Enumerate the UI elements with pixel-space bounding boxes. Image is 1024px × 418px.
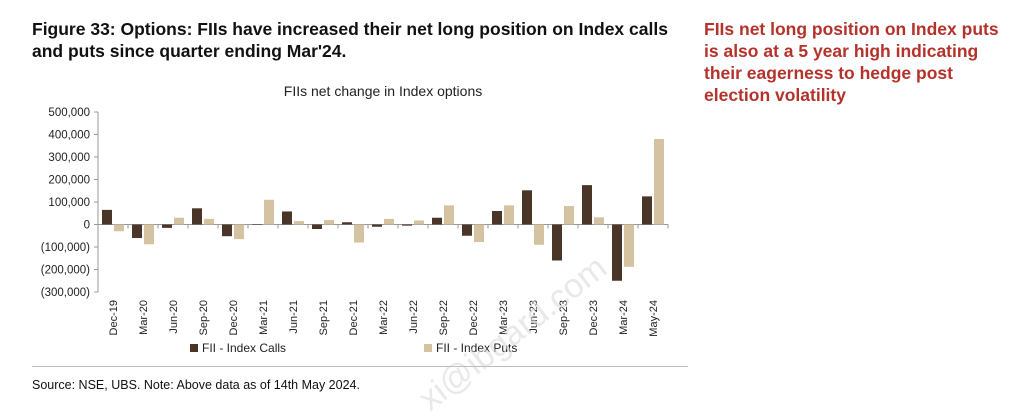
bar-index-calls	[642, 196, 652, 225]
x-tick-label: May-24	[648, 300, 660, 337]
chart-title: FIIs net change in Index options	[284, 83, 482, 99]
y-tick-label: (200,000)	[41, 265, 90, 277]
bars	[102, 139, 664, 281]
bar-index-calls	[162, 224, 172, 228]
x-tick-label: Mar-24	[618, 300, 630, 335]
legend-label-calls: FII - Index Calls	[202, 341, 286, 355]
figure-title: Figure 33: Options: FIIs have increased …	[32, 19, 668, 61]
bar-index-puts	[474, 224, 484, 243]
x-tick-label: Sep-20	[198, 300, 210, 335]
bar-index-calls	[552, 224, 562, 261]
x-tick-label: Sep-23	[558, 300, 570, 335]
bar-index-puts	[264, 199, 274, 225]
bar-index-calls	[492, 211, 502, 225]
bar-index-puts	[654, 139, 664, 225]
x-tick-label: Dec-21	[348, 300, 360, 335]
source-note: Source: NSE, UBS. Note: Above data as of…	[32, 378, 360, 392]
x-tick-label: Jun-21	[288, 300, 300, 334]
bar-index-puts	[294, 221, 304, 225]
x-tick-label: Dec-19	[108, 300, 120, 335]
bar-index-calls	[462, 224, 472, 236]
bar-index-calls	[522, 190, 532, 225]
bar-index-puts	[594, 217, 604, 225]
bar-index-calls	[432, 217, 442, 225]
y-tick-label: 500,000	[48, 107, 90, 119]
bar-index-calls	[102, 209, 112, 225]
bar-index-puts	[234, 224, 244, 240]
bar-index-puts	[564, 206, 574, 225]
source-divider	[32, 366, 688, 367]
bar-index-calls	[612, 224, 622, 281]
legend-label-puts: FII - Index Puts	[436, 341, 517, 355]
y-tick-label: (100,000)	[41, 242, 90, 254]
y-tick-label: (300,000)	[41, 287, 90, 299]
x-tick-label: Dec-22	[468, 300, 480, 335]
y-tick-label: 100,000	[48, 197, 90, 209]
x-tick-label: Mar-22	[378, 300, 390, 335]
bar-index-puts	[354, 224, 364, 243]
bar-index-calls	[372, 224, 382, 227]
x-tick-label: Mar-20	[138, 300, 150, 335]
y-tick-label: 200,000	[48, 175, 90, 187]
bar-index-calls	[132, 224, 142, 238]
bar-index-puts	[174, 217, 184, 225]
legend: FII - Index Calls FII - Index Puts	[190, 341, 517, 355]
bar-index-calls	[582, 185, 592, 225]
x-tick-label: Dec-23	[588, 300, 600, 335]
y-tick-label: 400,000	[48, 130, 90, 142]
x-tick-label: Sep-22	[438, 300, 450, 335]
bar-index-puts	[504, 205, 514, 225]
x-tick-label: Jun-20	[168, 300, 180, 334]
bar-index-calls	[282, 211, 292, 225]
x-tick-label: Dec-20	[228, 300, 240, 335]
x-axis: Dec-19 Mar-20 Jun-20 Sep-20 Dec-20 Mar-21 Jun-…	[97, 224, 669, 337]
bar-index-calls	[342, 222, 352, 225]
x-tick-label: Jun-23	[528, 300, 540, 334]
x-tick-label: Sep-21	[318, 300, 330, 335]
x-tick-label: Mar-21	[258, 300, 270, 335]
bar-index-calls	[402, 224, 412, 226]
legend-swatch-calls	[190, 344, 198, 352]
x-tick-label: Jun-22	[408, 300, 420, 334]
side-note: FIIs net long position on Index puts is …	[704, 19, 999, 105]
bar-index-calls	[312, 224, 322, 229]
bar-index-calls	[192, 208, 202, 225]
bar-index-puts	[444, 205, 454, 225]
bar-index-puts	[624, 224, 634, 267]
bar-index-puts	[414, 220, 424, 225]
y-tick-label: 0	[84, 220, 90, 232]
bar-index-calls	[252, 224, 262, 225]
bar-index-calls	[222, 224, 232, 237]
legend-swatch-puts	[424, 344, 432, 352]
y-axis: 500,000 400,000 300,000 200,000 100,000 0 (100…	[41, 107, 99, 299]
bar-index-puts	[324, 220, 334, 225]
bar-index-puts	[114, 224, 124, 232]
bar-index-puts	[534, 224, 544, 245]
x-tick-label: Mar-23	[498, 300, 510, 335]
y-tick-label: 300,000	[48, 152, 90, 164]
bar-index-puts	[144, 224, 154, 245]
bar-index-puts	[384, 218, 394, 225]
bar-index-puts	[204, 218, 214, 225]
